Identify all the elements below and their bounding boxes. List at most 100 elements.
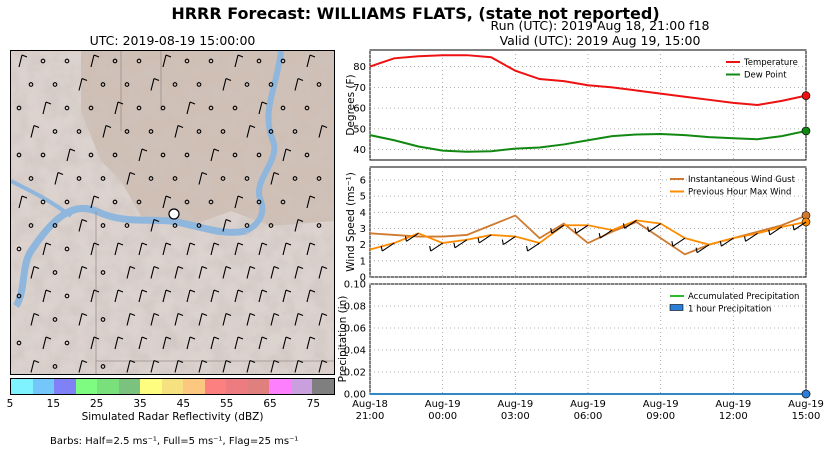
- y-tick-label: 0.04: [344, 346, 366, 357]
- wind-barb-icon: [234, 336, 244, 350]
- wind-barb-icon: [138, 289, 148, 303]
- wind-barb-icon: [294, 359, 304, 373]
- wind-barb-icon: [138, 242, 148, 256]
- wind-barb-icon: [150, 359, 160, 373]
- y-tick-label: 0.02: [344, 368, 366, 379]
- x-tick-label: 00:00: [428, 411, 457, 422]
- calm-wind-icon: [40, 152, 46, 158]
- legend-label: Instantaneous Wind Gust: [688, 175, 796, 185]
- wind-barb-icon: [258, 336, 268, 350]
- x-tick-label: 09:00: [646, 411, 675, 422]
- calm-wind-icon: [268, 82, 274, 87]
- site-marker: [168, 208, 180, 220]
- wind-barb-icon: [30, 359, 40, 373]
- calm-wind-icon: [16, 293, 22, 299]
- calm-wind-icon: [136, 199, 142, 205]
- y-tick-label: 0.10: [344, 280, 366, 291]
- calm-wind-icon: [16, 152, 22, 158]
- wind-barb-icon: [198, 312, 208, 326]
- wind-barb-icon: [258, 242, 268, 256]
- calm-wind-icon: [244, 176, 250, 181]
- wind-barb-icon: [174, 359, 184, 373]
- calm-wind-icon: [280, 58, 286, 64]
- wind-barb-icon: [306, 195, 316, 209]
- wind-barb-icon: [42, 242, 52, 256]
- wind-barb-icon: [501, 236, 516, 246]
- wind-barb-icon: [18, 195, 28, 209]
- colorbar-tick-label: 35: [133, 398, 147, 410]
- legend-label: Accumulated Precipitation: [688, 292, 799, 302]
- x-tick-label: Aug-19: [497, 399, 533, 410]
- x-tick-label: 06:00: [574, 411, 603, 422]
- colorbar-swatch: [161, 379, 184, 394]
- wind-barb-icon: [282, 289, 292, 303]
- wind-barb-icon: [30, 312, 40, 326]
- calm-wind-icon: [124, 129, 130, 134]
- wind-barb-icon: [150, 265, 160, 279]
- legend-label: Dew Point: [744, 71, 787, 81]
- wind-barb-icon: [744, 232, 758, 242]
- wind-barb-icon: [90, 289, 100, 303]
- wind-barb-icon: [150, 312, 160, 326]
- colorbar-swatch: [11, 379, 33, 394]
- calm-wind-icon: [28, 223, 34, 228]
- calm-wind-icon: [52, 317, 58, 322]
- wind-barb-icon: [246, 124, 256, 138]
- calm-wind-icon: [100, 82, 106, 87]
- colorbar-tick-label: 25: [89, 398, 104, 410]
- wind-barb-icon: [647, 223, 661, 233]
- calm-wind-icon: [88, 105, 94, 111]
- calm-wind-icon: [64, 340, 70, 346]
- calm-wind-icon: [316, 223, 322, 228]
- wind-barb-icon: [126, 171, 136, 185]
- wind-barb-icon: [210, 336, 220, 350]
- wind-barb-icon: [453, 239, 468, 249]
- wind-barb-icon: [174, 124, 184, 138]
- calm-wind-icon: [208, 58, 214, 64]
- wind-barb-icon: [622, 219, 637, 229]
- wind-barb-icon: [270, 265, 280, 279]
- colorbar-tick-label: 65: [263, 398, 277, 410]
- river-icon: [11, 179, 73, 218]
- wind-barb-icon: [138, 336, 148, 350]
- calm-wind-icon: [256, 199, 262, 205]
- calm-wind-icon: [136, 58, 142, 64]
- calm-wind-icon: [220, 176, 226, 181]
- calm-wind-icon: [304, 105, 310, 111]
- terrain-map: [11, 51, 334, 374]
- y-tick-label: 0.08: [344, 302, 366, 313]
- wind-barb-icon: [318, 265, 328, 279]
- wind-barb-icon: [222, 77, 232, 91]
- wind-barb-icon: [234, 242, 244, 256]
- y-tick-label: 5: [360, 192, 366, 203]
- calm-wind-icon: [76, 176, 82, 181]
- calm-wind-icon: [304, 152, 310, 158]
- calm-wind-icon: [244, 82, 250, 87]
- calm-wind-icon: [184, 199, 190, 205]
- colorbar-tick-label: 5: [6, 398, 14, 410]
- wind-barb-icon: [186, 336, 196, 350]
- x-tick-label: Aug-19: [425, 399, 461, 410]
- calm-wind-icon: [172, 223, 178, 228]
- wind-barb-icon: [380, 242, 395, 252]
- colorbar-swatch: [54, 379, 76, 394]
- wind-barb-icon: [234, 54, 244, 68]
- calm-wind-icon: [160, 152, 166, 158]
- wind-barb-icon: [282, 242, 292, 256]
- wind-barb-icon: [246, 265, 256, 279]
- colorbar-swatch: [75, 379, 98, 394]
- series-line: [369, 54, 807, 107]
- calm-wind-icon: [208, 105, 214, 111]
- wind-barb-icon: [18, 54, 28, 68]
- wind-barb-icon: [90, 54, 100, 68]
- wind-barb-icon: [294, 312, 304, 326]
- calm-wind-icon: [148, 176, 154, 181]
- calm-wind-icon: [112, 199, 118, 205]
- x-tick-label: Aug-18: [352, 399, 388, 410]
- calm-wind-icon: [16, 340, 22, 346]
- valid-label: Valid (UTC): 2019 Aug 19, 15:00: [499, 33, 701, 48]
- colorbar: [10, 378, 335, 395]
- calm-wind-icon: [64, 105, 70, 111]
- wind-barb-icon: [42, 101, 52, 115]
- calm-wind-icon: [64, 246, 70, 252]
